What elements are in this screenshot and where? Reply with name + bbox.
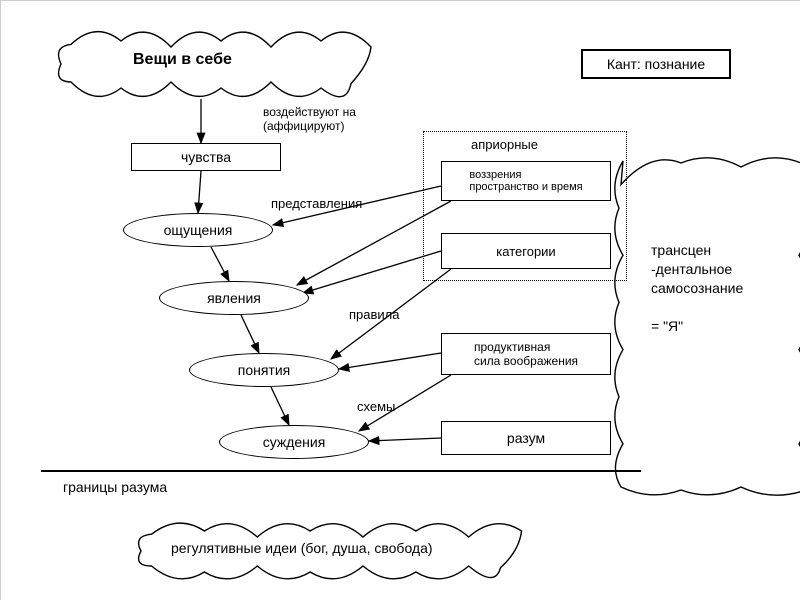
node-phenomena-label: явления — [207, 290, 261, 306]
node-categories-label: категории — [496, 244, 555, 259]
title-box: Кант: познание — [581, 49, 731, 79]
cloud-right-label: трансцен -дентальное самосознание = "Я" — [651, 241, 743, 335]
node-phenomena: явления — [159, 281, 309, 315]
node-judgments: суждения — [219, 425, 369, 459]
label-representations: представления — [271, 196, 362, 211]
edge-phenomena-concepts — [241, 315, 259, 353]
node-judgments-label: суждения — [263, 434, 326, 450]
node-reason: разум — [441, 421, 611, 455]
node-feelings-label: чувства — [181, 149, 231, 165]
edge-reason-judgments — [369, 438, 441, 441]
edge-categories-phenomena — [303, 251, 441, 293]
node-intuitions-label: воззрения пространство и время — [463, 169, 588, 193]
node-concepts: понятия — [189, 353, 339, 387]
edge-concepts-judgments — [271, 387, 289, 425]
node-reason-label: разум — [507, 430, 545, 446]
node-sensations-label: ощущения — [164, 222, 233, 238]
node-categories: категории — [441, 233, 611, 269]
label-affect: воздействуют на (аффицируют) — [263, 105, 356, 133]
node-feelings: чувства — [131, 143, 281, 171]
label-schemes: схемы — [357, 399, 395, 414]
node-imagination-label: продуктивная сила воображения — [468, 340, 584, 368]
label-boundary: границы разума — [63, 479, 167, 495]
edge-feelings-sensations — [198, 171, 201, 213]
edge-imagination-concepts — [339, 353, 441, 369]
node-imagination: продуктивная сила воображения — [441, 333, 611, 375]
cloud-bottom-label: регулятивные идеи (бог, душа, свобода) — [171, 540, 433, 556]
node-concepts-label: понятия — [238, 362, 291, 378]
node-sensations: ощущения — [123, 213, 273, 247]
apriori-label: априорные — [471, 137, 538, 152]
edge-sensations-phenomena — [211, 247, 229, 281]
label-rules: правила — [349, 307, 399, 322]
cloud-top-label: Вещи в себе — [133, 51, 232, 69]
diagram-stage: Кант: познание априорные Вещи в себе тра… — [0, 0, 800, 600]
node-intuitions: воззрения пространство и время — [441, 161, 611, 201]
title-box-label: Кант: познание — [607, 56, 705, 72]
